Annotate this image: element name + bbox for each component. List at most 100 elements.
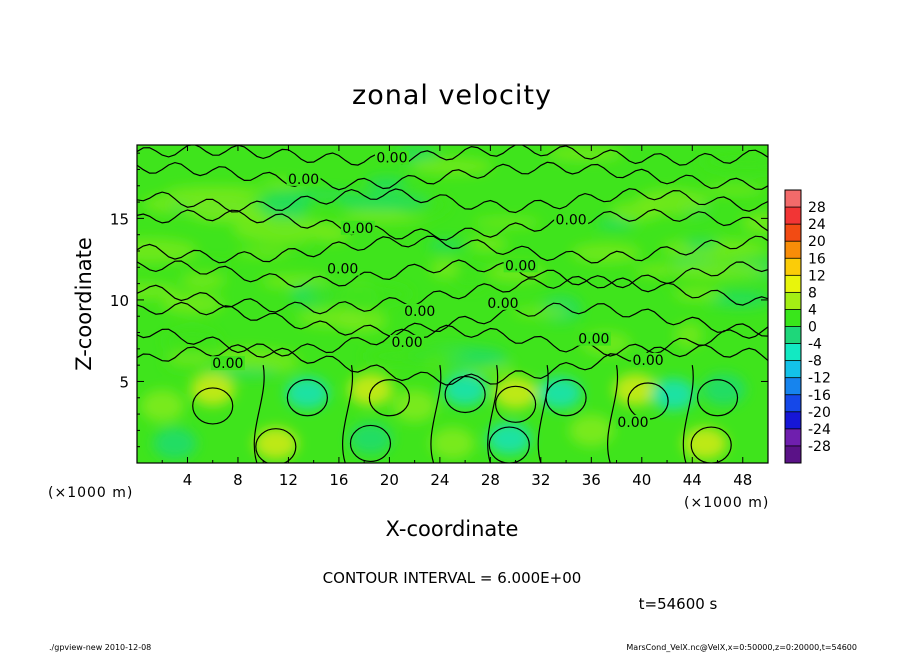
contour-label: 0.00 — [376, 151, 407, 167]
colorbar-segment — [785, 190, 801, 208]
footer-left: ./gpview-new 2010-12-08 — [49, 643, 151, 652]
field-blob — [361, 346, 468, 366]
plot-area: 0.00 0.00 0.00 0.00 0.00 0.00 0.00 0.00 0.00 0.00… — [137, 145, 768, 463]
field-cell — [701, 373, 746, 406]
contour-cell — [494, 385, 537, 423]
field-cell — [493, 376, 538, 409]
time-text: t=54600 s — [639, 595, 718, 613]
contour-label: 0.00 — [391, 335, 422, 351]
contour-line — [430, 365, 442, 463]
contour-cell — [368, 379, 410, 417]
contour-labels: 0.00 0.00 0.00 0.00 0.00 0.00 0.00 0.00 0.00 0.00… — [210, 150, 666, 431]
plot-frame — [136, 144, 769, 464]
contour-line — [487, 365, 499, 463]
colorbar-label: -8 — [808, 354, 822, 370]
field-blob — [699, 150, 768, 174]
y-axis-ticks: 5 10 15 — [110, 152, 768, 448]
y-tick-label: 10 — [110, 292, 129, 310]
field-blob — [570, 242, 642, 264]
field-blob — [137, 238, 198, 264]
field-blob — [708, 290, 768, 309]
contour-line — [137, 275, 768, 315]
contour-cell — [444, 375, 486, 414]
contour-label-bg — [631, 352, 666, 367]
x-tick-label: 32 — [531, 471, 550, 489]
contour-line — [137, 188, 768, 214]
field-blob — [445, 355, 511, 367]
contour-line — [137, 301, 768, 337]
contour-line — [137, 161, 768, 191]
colorbar-segment — [785, 360, 801, 379]
x-tick-label: 16 — [329, 471, 348, 489]
colorbar-segment — [785, 309, 801, 327]
contour-label-bg — [576, 331, 611, 346]
field-blob — [469, 235, 508, 252]
contour-label-bg — [554, 212, 589, 227]
field-cell — [140, 389, 185, 422]
field-blob — [180, 272, 227, 289]
field-cell — [443, 373, 488, 406]
y-axis-unit: (×1000 m) — [48, 485, 133, 501]
contour-cell — [690, 426, 732, 463]
colorbar-label: -12 — [808, 371, 831, 387]
colorbar-segment — [785, 241, 801, 259]
contour-interval-text: CONTOUR INTERVAL = 6.000E+00 — [323, 569, 582, 587]
field-blob — [635, 188, 710, 215]
field-cell — [285, 376, 330, 409]
contour-label: 0.00 — [327, 262, 358, 278]
x-tick-label: 36 — [582, 471, 601, 489]
x-tick-label: 4 — [183, 471, 193, 489]
contour-line — [537, 365, 549, 463]
contour-line — [253, 365, 265, 463]
contour-cell — [696, 379, 739, 417]
field-cell — [537, 376, 582, 409]
x-axis-label: X-coordinate — [386, 517, 519, 541]
contour-line — [137, 344, 768, 386]
contour-label-bg — [485, 295, 520, 310]
field-blob — [162, 327, 222, 355]
colorbar-label: 20 — [808, 234, 826, 250]
field-blob — [137, 282, 179, 300]
colorbar-segment — [785, 394, 801, 413]
contour-label-bg — [210, 356, 245, 371]
contour-label-bg — [340, 220, 375, 235]
field-blob — [161, 292, 225, 315]
colorbar-segment — [785, 377, 801, 396]
field-blob — [410, 157, 493, 175]
colorbar-label: -16 — [808, 388, 831, 404]
colorbar-segment — [785, 292, 801, 310]
colorbar-label: 0 — [808, 320, 817, 336]
colorbar-segment — [785, 445, 801, 464]
colorbar-label: 4 — [808, 302, 817, 318]
contour-line — [607, 365, 619, 463]
colorbar-segment — [785, 224, 801, 242]
field-cell — [682, 427, 727, 460]
contour-lines — [137, 145, 768, 463]
field-blob — [305, 281, 413, 307]
contour-label: 0.00 — [556, 213, 587, 229]
colorbar-label: 8 — [808, 285, 817, 301]
field-cell — [348, 373, 393, 406]
contour-label: 0.00 — [633, 353, 664, 369]
field-cell — [253, 427, 298, 460]
contour-label-bg — [402, 303, 437, 318]
field-blob — [703, 185, 765, 195]
footer-right: MarsCond_VelX.nc@VelX,x=0:50000,z=0:2000… — [626, 643, 857, 652]
contour-label: 0.00 — [342, 221, 373, 237]
contour-line — [137, 145, 768, 166]
field-cell — [348, 422, 393, 455]
y-tick-label: 15 — [110, 210, 129, 228]
field-blob — [473, 217, 541, 228]
contour-label-bg — [325, 261, 360, 276]
colorbar-segment — [785, 411, 801, 430]
field-cell — [651, 378, 696, 411]
field-cell — [152, 427, 197, 460]
contour-label: 0.00 — [617, 415, 648, 431]
x-tick-label: 8 — [233, 471, 243, 489]
contour-label: 0.00 — [487, 296, 518, 312]
field-blob — [166, 185, 266, 199]
x-axis-ticks: 4 8 12 16 20 24 28 32 36 40 44 48 — [161, 145, 752, 489]
colorbar-label: -4 — [808, 337, 822, 353]
colorbar-label: -20 — [808, 405, 831, 421]
